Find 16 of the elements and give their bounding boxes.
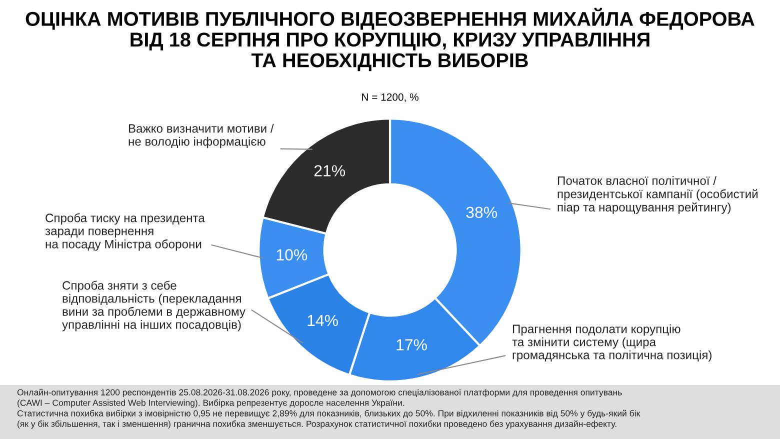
slice-label: Важко визначити мотиви / не володію інформацією [128, 124, 274, 148]
slice-label: Прагнення подолати корупцію та змінити систему (щира громадянська та політична позиція) [512, 324, 712, 362]
chart-title: ОЦІНКА МОТИВІВ ПУБЛІЧНОГО ВІДЕОЗВЕРНЕННЯ МИХАЙЛА ФЕДОРОВА ВІД 18 СЕРПНЯ ПРО КОРУПЦІЮ, КРИЗУ УПРАВЛІННЯ ТА НЕОБХІДНІСТЬ ВИБОРІВ [26, 8, 754, 72]
text: Статистична похибка вибірки з імовірністю 0,95 не перевищує 2,89% для показників, близьких до 50%. При відхиленні показників від 50% у будь-який бік [17, 410, 640, 418]
slice-label: Спроба тиску на президента заради повернення на посаду Міністра оборони [45, 213, 205, 251]
data-label: 17% [396, 339, 427, 350]
text: (як у бік збільшення, так і зменшення) гранична похибка зменшується. Розрахунок статистичної похибки проведено без урахування дизайн-ефекту. [18, 420, 616, 429]
data-label: 21% [314, 165, 346, 176]
data-label: 10% [276, 249, 308, 260]
data-label: 14% [308, 314, 338, 326]
text: (CAWI – Computer Assisted Web Interviewing). Вибірка репрезентує доросле населення України. [18, 399, 404, 408]
chart-subtitle: N = 1200, % [362, 93, 418, 102]
slice-label: Спроба зняти з себе відповідальність (перекладання вини за проблеми в державному управлінні на інших посадовців) [62, 280, 246, 332]
text: Онлайн-опитування 1200 респондентів 25.08.2026-31.08.2026 року, проведене за допомогою спеціалізованої платформи для проведення опитувань [17, 388, 622, 398]
slice-label: Початок власної політичної / президентської кампанії (особистий піар та нарощування рейтингу) [558, 176, 758, 214]
data-label: 38% [466, 206, 498, 218]
